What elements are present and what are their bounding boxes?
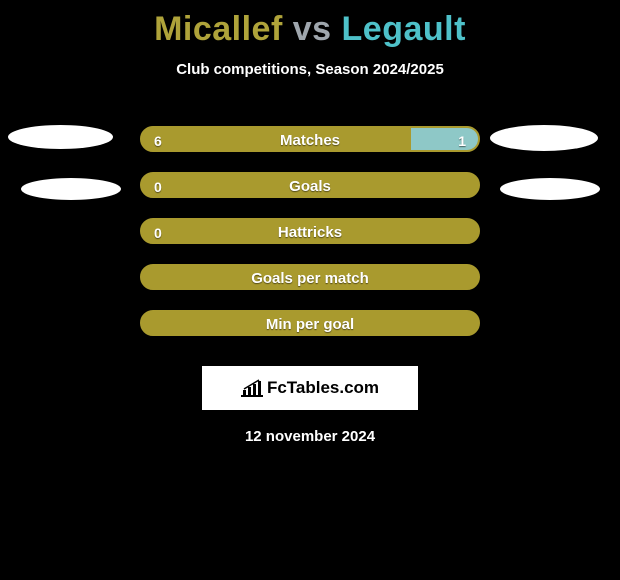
stat-bar: Matches6 1 [140, 126, 480, 152]
fctables-logo-text: FcTables.com [267, 378, 379, 398]
player1-name: Micallef [154, 10, 283, 48]
stat-value-right: 1 [458, 128, 466, 152]
stat-row: Matches6 1 [0, 116, 620, 162]
date-label: 12 november 2024 [0, 428, 620, 445]
comparison-title: Micallef vs Legault [0, 0, 620, 49]
stat-row: Goals0 [0, 162, 620, 208]
stat-bar: Goals0 [140, 172, 480, 198]
stat-label: Goals per match [142, 266, 478, 290]
stat-row: Min per goal [0, 300, 620, 346]
stat-rows: Matches61Goals0Hattricks0Goals per match… [0, 116, 620, 346]
stat-label: Matches [142, 128, 478, 152]
stat-label: Goals [142, 174, 478, 198]
fctables-logo: FcTables.com [202, 366, 418, 410]
stat-bar: Goals per match [140, 264, 480, 290]
stat-label: Hattricks [142, 220, 478, 244]
stat-row: Goals per match [0, 254, 620, 300]
stat-bar: Hattricks0 [140, 218, 480, 244]
stat-label: Min per goal [142, 312, 478, 336]
stat-value-left: 0 [154, 174, 162, 198]
stat-bar: Min per goal [140, 310, 480, 336]
vs-label: vs [293, 10, 332, 48]
subtitle: Club competitions, Season 2024/2025 [0, 61, 620, 78]
player2-name: Legault [342, 10, 466, 48]
stat-value-left: 0 [154, 220, 162, 244]
stat-value-left: 6 [154, 128, 162, 152]
fctables-chart-icon [241, 379, 263, 397]
stat-row: Hattricks0 [0, 208, 620, 254]
